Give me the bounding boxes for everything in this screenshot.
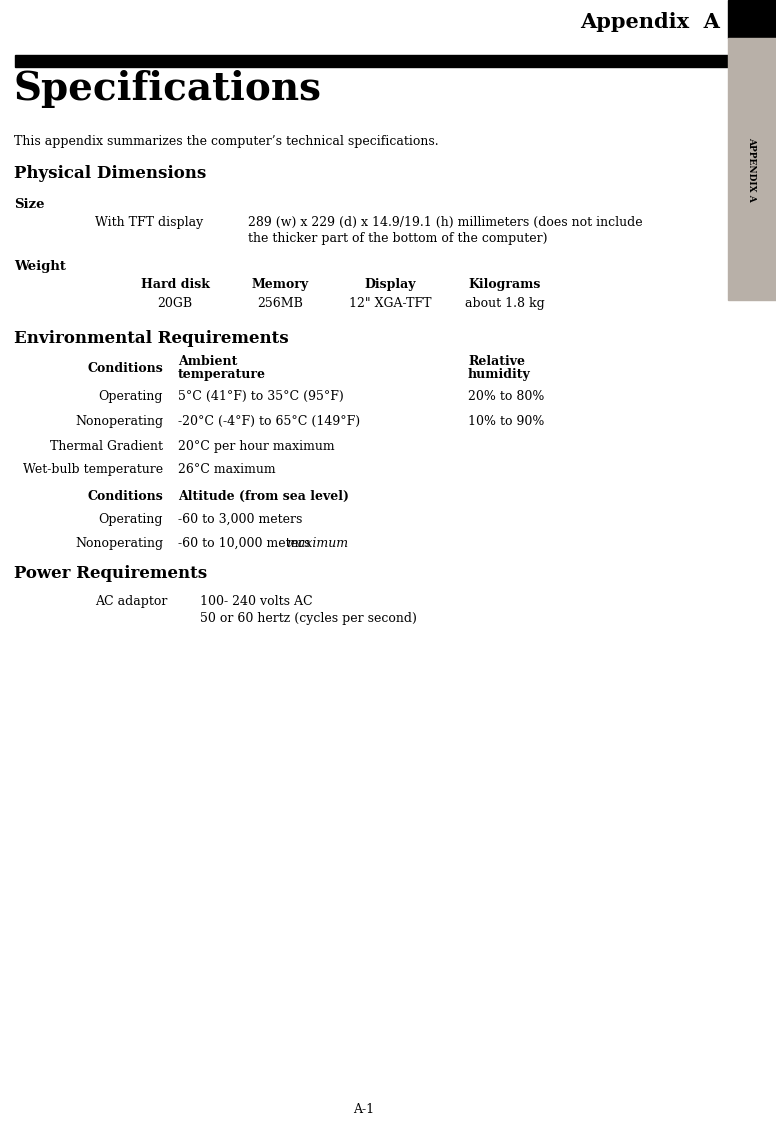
- Text: AC adaptor: AC adaptor: [95, 595, 168, 608]
- Text: Memory: Memory: [251, 278, 309, 291]
- Text: Conditions: Conditions: [87, 362, 163, 375]
- Text: Power Requirements: Power Requirements: [14, 565, 207, 582]
- Text: Nonoperating: Nonoperating: [74, 537, 163, 550]
- Text: With TFT display: With TFT display: [95, 216, 203, 229]
- Text: the thicker part of the bottom of the computer): the thicker part of the bottom of the co…: [248, 232, 548, 245]
- Text: 26°C maximum: 26°C maximum: [178, 463, 275, 476]
- Text: 20°C per hour maximum: 20°C per hour maximum: [178, 440, 334, 453]
- Text: A-1: A-1: [353, 1103, 375, 1116]
- Text: Environmental Requirements: Environmental Requirements: [14, 329, 289, 346]
- Text: -60 to 10,000 meters: -60 to 10,000 meters: [178, 537, 314, 550]
- Text: Size: Size: [14, 198, 44, 211]
- Text: Hard disk: Hard disk: [140, 278, 210, 291]
- Text: Conditions: Conditions: [87, 490, 163, 503]
- Text: Nonoperating: Nonoperating: [74, 415, 163, 428]
- Text: 50 or 60 hertz (cycles per second): 50 or 60 hertz (cycles per second): [200, 612, 417, 625]
- Text: 20GB: 20GB: [158, 296, 192, 310]
- Text: Specifications: Specifications: [14, 70, 322, 108]
- Text: Wet-bulb temperature: Wet-bulb temperature: [23, 463, 163, 476]
- Text: Kilograms: Kilograms: [469, 278, 541, 291]
- Text: 100- 240 volts AC: 100- 240 volts AC: [200, 595, 313, 608]
- Text: Relative: Relative: [468, 354, 525, 368]
- Bar: [728, 37, 776, 300]
- Text: Ambient: Ambient: [178, 354, 237, 368]
- Text: 5°C (41°F) to 35°C (95°F): 5°C (41°F) to 35°C (95°F): [178, 390, 344, 403]
- Text: Appendix  A: Appendix A: [580, 12, 720, 32]
- Text: Operating: Operating: [99, 390, 163, 403]
- Text: Altitude (from sea level): Altitude (from sea level): [178, 490, 349, 503]
- Bar: [728, 0, 776, 37]
- Text: -60 to 3,000 meters: -60 to 3,000 meters: [178, 513, 303, 526]
- Text: -20°C (-4°F) to 65°C (149°F): -20°C (-4°F) to 65°C (149°F): [178, 415, 360, 428]
- Text: maximum: maximum: [286, 537, 348, 550]
- Bar: [15, 55, 728, 67]
- Text: Thermal Gradient: Thermal Gradient: [50, 440, 163, 453]
- Text: 10% to 90%: 10% to 90%: [468, 415, 545, 428]
- Text: temperature: temperature: [178, 368, 266, 381]
- Text: APPENDIX A: APPENDIX A: [747, 136, 757, 201]
- Text: 20% to 80%: 20% to 80%: [468, 390, 545, 403]
- Text: 12" XGA-TFT: 12" XGA-TFT: [348, 296, 431, 310]
- Text: Physical Dimensions: Physical Dimensions: [14, 165, 206, 182]
- Text: about 1.8 kg: about 1.8 kg: [465, 296, 545, 310]
- Text: Operating: Operating: [99, 513, 163, 526]
- Text: This appendix summarizes the computer’s technical specifications.: This appendix summarizes the computer’s …: [14, 135, 438, 148]
- Text: Weight: Weight: [14, 260, 66, 273]
- Text: humidity: humidity: [468, 368, 531, 381]
- Text: 256MB: 256MB: [257, 296, 303, 310]
- Text: 289 (w) x 229 (d) x 14.9/19.1 (h) millimeters (does not include: 289 (w) x 229 (d) x 14.9/19.1 (h) millim…: [248, 216, 643, 229]
- Text: Display: Display: [364, 278, 416, 291]
